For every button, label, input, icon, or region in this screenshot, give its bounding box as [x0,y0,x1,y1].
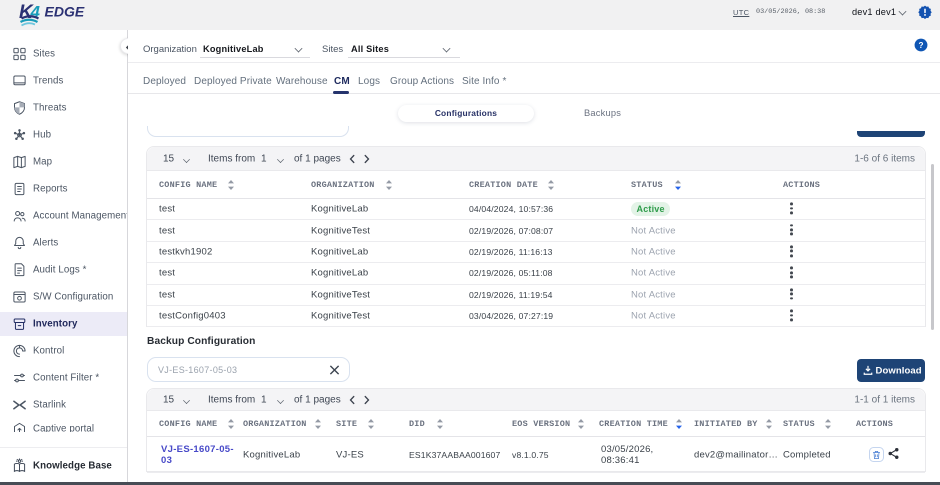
svg-text:EDGE: EDGE [45,4,85,20]
svg-text:4: 4 [30,3,41,22]
svg-text:?: ? [919,41,924,50]
